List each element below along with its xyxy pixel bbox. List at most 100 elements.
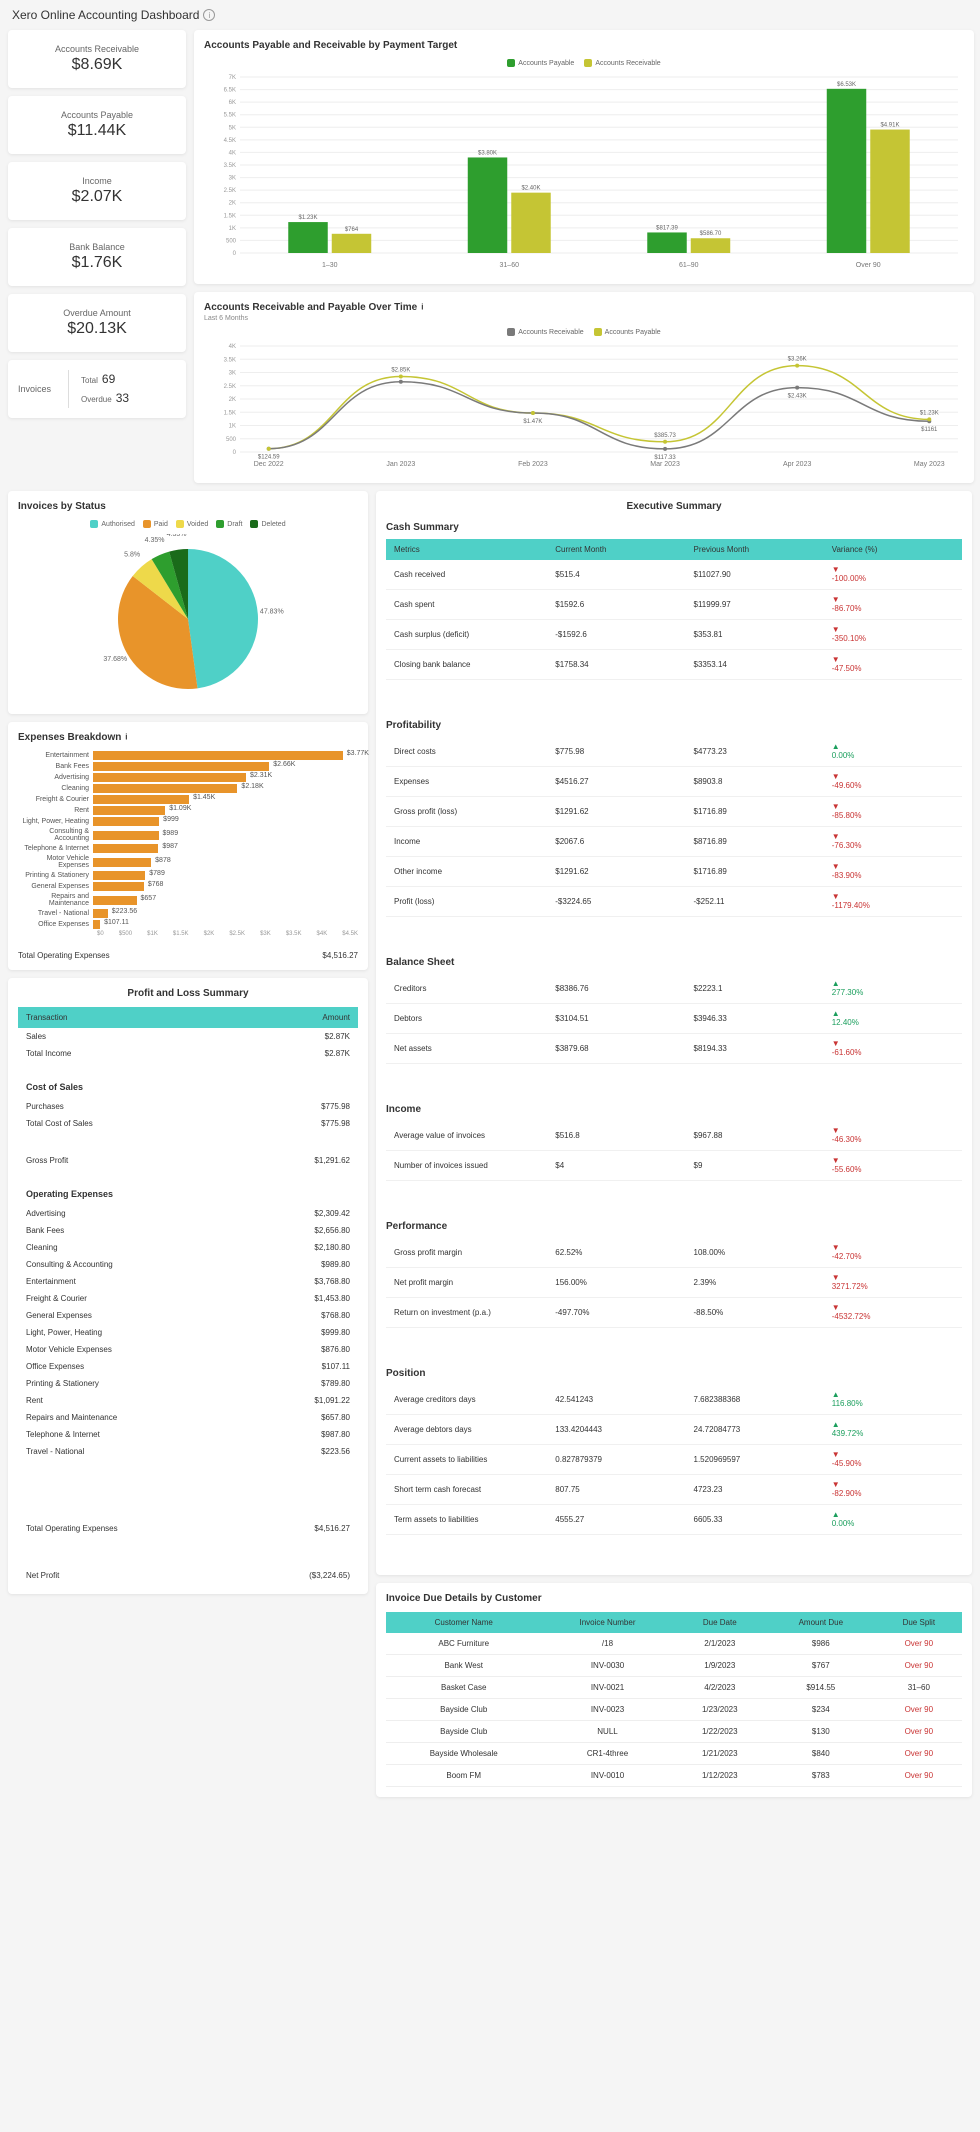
svg-text:$1.23K: $1.23K bbox=[920, 410, 939, 416]
pl-header: TransactionAmount bbox=[18, 1007, 358, 1028]
svg-text:$3.26K: $3.26K bbox=[788, 357, 807, 363]
pl-row: General Expenses$768.80 bbox=[18, 1307, 358, 1324]
pl-row: Telephone & Internet$987.80 bbox=[18, 1426, 358, 1443]
line-chart-title: Accounts Receivable and Payable Over Tim… bbox=[204, 302, 964, 313]
svg-text:4K: 4K bbox=[229, 344, 236, 350]
svg-text:Mar 2023: Mar 2023 bbox=[650, 461, 680, 468]
pl-row: Repairs and Maintenance$657.80 bbox=[18, 1409, 358, 1426]
svg-text:$117.33: $117.33 bbox=[654, 455, 676, 461]
kpi-label: Accounts Payable bbox=[18, 110, 176, 120]
kpi-card: Income $2.07K bbox=[8, 162, 186, 220]
invoice-due-row: ABC Furniture/182/1/2023$986Over 90 bbox=[386, 1633, 962, 1655]
info-icon[interactable]: i bbox=[422, 303, 424, 312]
svg-text:4K: 4K bbox=[229, 150, 236, 156]
svg-text:3K: 3K bbox=[229, 176, 236, 182]
info-icon[interactable]: i bbox=[203, 9, 215, 21]
expense-bar-row: Printing & Stationery $789 bbox=[18, 871, 358, 880]
pl-row: Sales$2.87K bbox=[18, 1028, 358, 1045]
invoice-due-row: Basket CaseINV-00214/2/2023$914.5531–60 bbox=[386, 1677, 962, 1699]
expense-bar-row: Repairs and Maintenance $657 bbox=[18, 893, 358, 907]
svg-text:1K: 1K bbox=[229, 424, 236, 430]
svg-text:$2.85K: $2.85K bbox=[391, 367, 410, 373]
exec-row: Average value of invoices$516.8$967.88▼-… bbox=[386, 1121, 962, 1151]
svg-text:2K: 2K bbox=[229, 201, 236, 207]
svg-text:4.35%: 4.35% bbox=[145, 537, 165, 544]
svg-text:2.5K: 2.5K bbox=[224, 188, 236, 194]
pie-chart: 47.83%37.68%5.8%4.35%4.35% bbox=[68, 534, 308, 704]
svg-text:$6.53K: $6.53K bbox=[837, 82, 856, 88]
dashboard-title: Xero Online Accounting Dashboard bbox=[12, 8, 199, 22]
legend-item: Accounts Receivable bbox=[584, 59, 660, 67]
exec-row: Average debtors days133.420444324.720847… bbox=[386, 1415, 962, 1445]
expense-bar-row: Telephone & Internet $987 bbox=[18, 844, 358, 853]
svg-text:$2.40K: $2.40K bbox=[521, 186, 540, 192]
invoice-due-row: Bayside ClubNULL1/22/2023$130Over 90 bbox=[386, 1721, 962, 1743]
exec-row: Cash received$515.4$11027.90▼-100.00% bbox=[386, 560, 962, 590]
svg-text:5.5K: 5.5K bbox=[224, 113, 236, 119]
pl-row: Gross Profit$1,291.62 bbox=[18, 1152, 358, 1169]
expense-bar-row: Bank Fees $2.66K bbox=[18, 762, 358, 771]
legend-item: Paid bbox=[143, 520, 168, 528]
invoice-due-row: Boom FMINV-00101/12/2023$783Over 90 bbox=[386, 1765, 962, 1787]
exec-row: Debtors$3104.51$3946.33▲12.40% bbox=[386, 1004, 962, 1034]
exec-table: Creditors$8386.76$2223.1▲277.30%Debtors$… bbox=[386, 974, 962, 1064]
pl-row: Total Cost of Sales$775.98 bbox=[18, 1115, 358, 1132]
kpi-card: Bank Balance $1.76K bbox=[8, 228, 186, 286]
exec-table: Average value of invoices$516.8$967.88▼-… bbox=[386, 1121, 962, 1181]
svg-text:Dec 2022: Dec 2022 bbox=[254, 461, 284, 468]
svg-text:1.5K: 1.5K bbox=[224, 410, 236, 416]
svg-text:4.5K: 4.5K bbox=[224, 138, 236, 144]
expense-bar-row: Office Expenses $107.11 bbox=[18, 920, 358, 929]
svg-text:5.8%: 5.8% bbox=[124, 551, 140, 558]
svg-text:Apr 2023: Apr 2023 bbox=[783, 461, 812, 468]
invoice-due-row: Bank WestINV-00301/9/2023$767Over 90 bbox=[386, 1655, 962, 1677]
svg-text:3K: 3K bbox=[229, 371, 236, 377]
kpi-value: $8.69K bbox=[18, 56, 176, 74]
exec-row: Cash spent$1592.6$11999.97▼-86.70% bbox=[386, 590, 962, 620]
kpi-label: Bank Balance bbox=[18, 242, 176, 252]
svg-text:1–30: 1–30 bbox=[322, 262, 338, 269]
kpi-value: $11.44K bbox=[18, 122, 176, 140]
line-chart-card: Accounts Receivable and Payable Over Tim… bbox=[194, 292, 974, 483]
exec-table: MetricsCurrent MonthPrevious MonthVarian… bbox=[386, 539, 962, 680]
exec-row: Other income$1291.62$1716.89▼-83.90% bbox=[386, 857, 962, 887]
kpi-label: Income bbox=[18, 176, 176, 186]
invoice-due-row: Bayside ClubINV-00231/23/2023$234Over 90 bbox=[386, 1699, 962, 1721]
expense-bar-row: Light, Power, Heating $999 bbox=[18, 817, 358, 826]
legend-item: Authorised bbox=[90, 520, 134, 528]
exec-row: Number of invoices issued$4$9▼-55.60% bbox=[386, 1151, 962, 1181]
kpi-card: Overdue Amount $20.13K bbox=[8, 294, 186, 352]
svg-text:2K: 2K bbox=[229, 397, 236, 403]
svg-text:$586.70: $586.70 bbox=[700, 231, 722, 237]
svg-text:$385.73: $385.73 bbox=[654, 433, 676, 439]
svg-text:$3.80K: $3.80K bbox=[478, 150, 497, 156]
info-icon[interactable]: i bbox=[126, 733, 128, 742]
pl-row: Travel - National$223.56 bbox=[18, 1443, 358, 1460]
pl-row: Advertising$2,309.42 bbox=[18, 1205, 358, 1222]
pl-row: Motor Vehicle Expenses$876.80 bbox=[18, 1341, 358, 1358]
svg-text:500: 500 bbox=[226, 437, 237, 443]
kpi-value: $20.13K bbox=[18, 320, 176, 338]
exec-table: Average creditors days42.5412437.6823883… bbox=[386, 1385, 962, 1535]
expense-bar-row: Advertising $2.31K bbox=[18, 773, 358, 782]
pl-row: Purchases$775.98 bbox=[18, 1098, 358, 1115]
pl-row: Freight & Courier$1,453.80 bbox=[18, 1290, 358, 1307]
pie-card: Invoices by Status AuthorisedPaidVoidedD… bbox=[8, 491, 368, 714]
svg-text:2.5K: 2.5K bbox=[224, 384, 236, 390]
svg-text:$124.59: $124.59 bbox=[258, 455, 280, 461]
legend-item: Voided bbox=[176, 520, 208, 528]
exec-row: Term assets to liabilities4555.276605.33… bbox=[386, 1505, 962, 1535]
exec-section-title: Income bbox=[386, 1104, 962, 1115]
svg-text:4.35%: 4.35% bbox=[167, 534, 187, 538]
legend-item: Deleted bbox=[250, 520, 285, 528]
svg-text:61–90: 61–90 bbox=[679, 262, 699, 269]
svg-text:$4.91K: $4.91K bbox=[880, 123, 899, 129]
invoice-due-card: Invoice Due Details by Customer Customer… bbox=[376, 1583, 972, 1797]
dashboard-header: Xero Online Accounting Dashboard i bbox=[0, 0, 980, 30]
svg-text:1.5K: 1.5K bbox=[224, 213, 236, 219]
exec-row: Closing bank balance$1758.34$3353.14▼-47… bbox=[386, 650, 962, 680]
exec-row: Income$2067.6$8716.89▼-76.30% bbox=[386, 827, 962, 857]
pl-row: Total Operating Expenses$4,516.27 bbox=[18, 1520, 358, 1537]
svg-text:7K: 7K bbox=[229, 75, 236, 81]
kpi-column: Accounts Receivable $8.69K Accounts Paya… bbox=[8, 30, 186, 483]
